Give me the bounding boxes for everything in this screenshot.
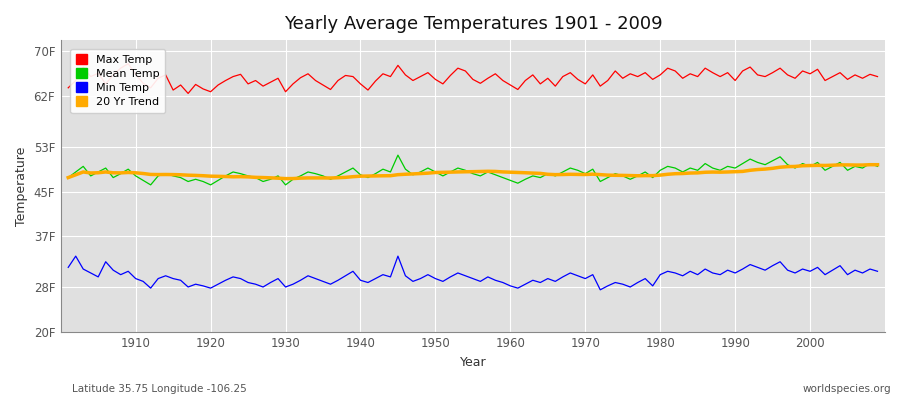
Text: worldspecies.org: worldspecies.org <box>803 384 891 394</box>
Title: Yearly Average Temperatures 1901 - 2009: Yearly Average Temperatures 1901 - 2009 <box>284 15 662 33</box>
Text: Latitude 35.75 Longitude -106.25: Latitude 35.75 Longitude -106.25 <box>72 384 247 394</box>
Legend: Max Temp, Mean Temp, Min Temp, 20 Yr Trend: Max Temp, Mean Temp, Min Temp, 20 Yr Tre… <box>70 48 165 113</box>
Y-axis label: Temperature: Temperature <box>15 146 28 226</box>
X-axis label: Year: Year <box>460 356 486 369</box>
